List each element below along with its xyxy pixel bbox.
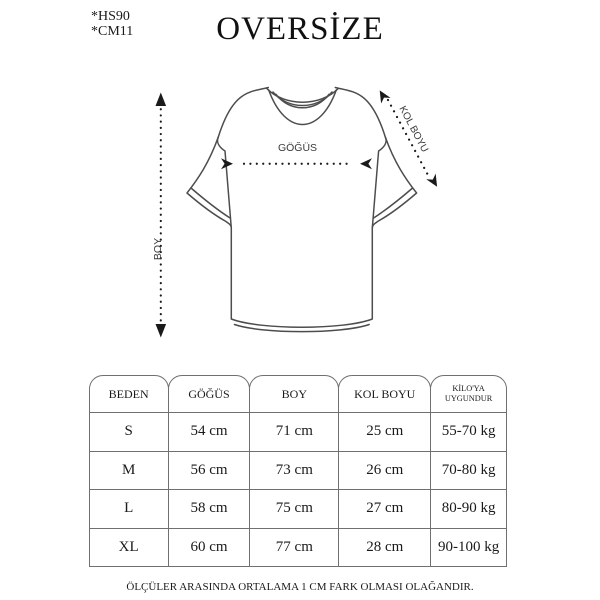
svg-text:GÖĞÜS: GÖĞÜS — [278, 141, 317, 154]
svg-text:KOL BOYU: KOL BOYU — [396, 104, 430, 154]
svg-text:BOY: BOY — [152, 238, 164, 260]
